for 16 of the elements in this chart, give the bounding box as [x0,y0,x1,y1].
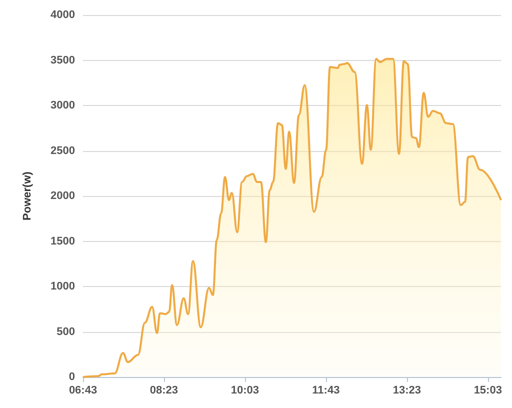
y-tick-label: 1500 [50,235,75,248]
x-tick-label: 15:03 [474,384,502,396]
y-tick-label: 500 [56,326,75,338]
x-tick-label: 10:03 [230,384,260,396]
y-tick-label: 3500 [50,54,75,66]
x-tick-label: 13:23 [392,384,421,396]
y-tick-label: 3000 [50,100,75,112]
y-tick-label: 4000 [50,9,75,21]
y-tick-label: 0 [68,371,75,383]
x-tick-label: 06:43 [68,384,98,396]
y-tick-label: 2500 [50,144,75,157]
x-tick-label: 08:23 [150,384,178,396]
y-tick-label: 1000 [50,280,75,292]
y-tick-label: 2000 [50,190,75,202]
y-axis-title: Power(w) [22,171,34,220]
x-tick-label: 11:43 [312,384,340,396]
